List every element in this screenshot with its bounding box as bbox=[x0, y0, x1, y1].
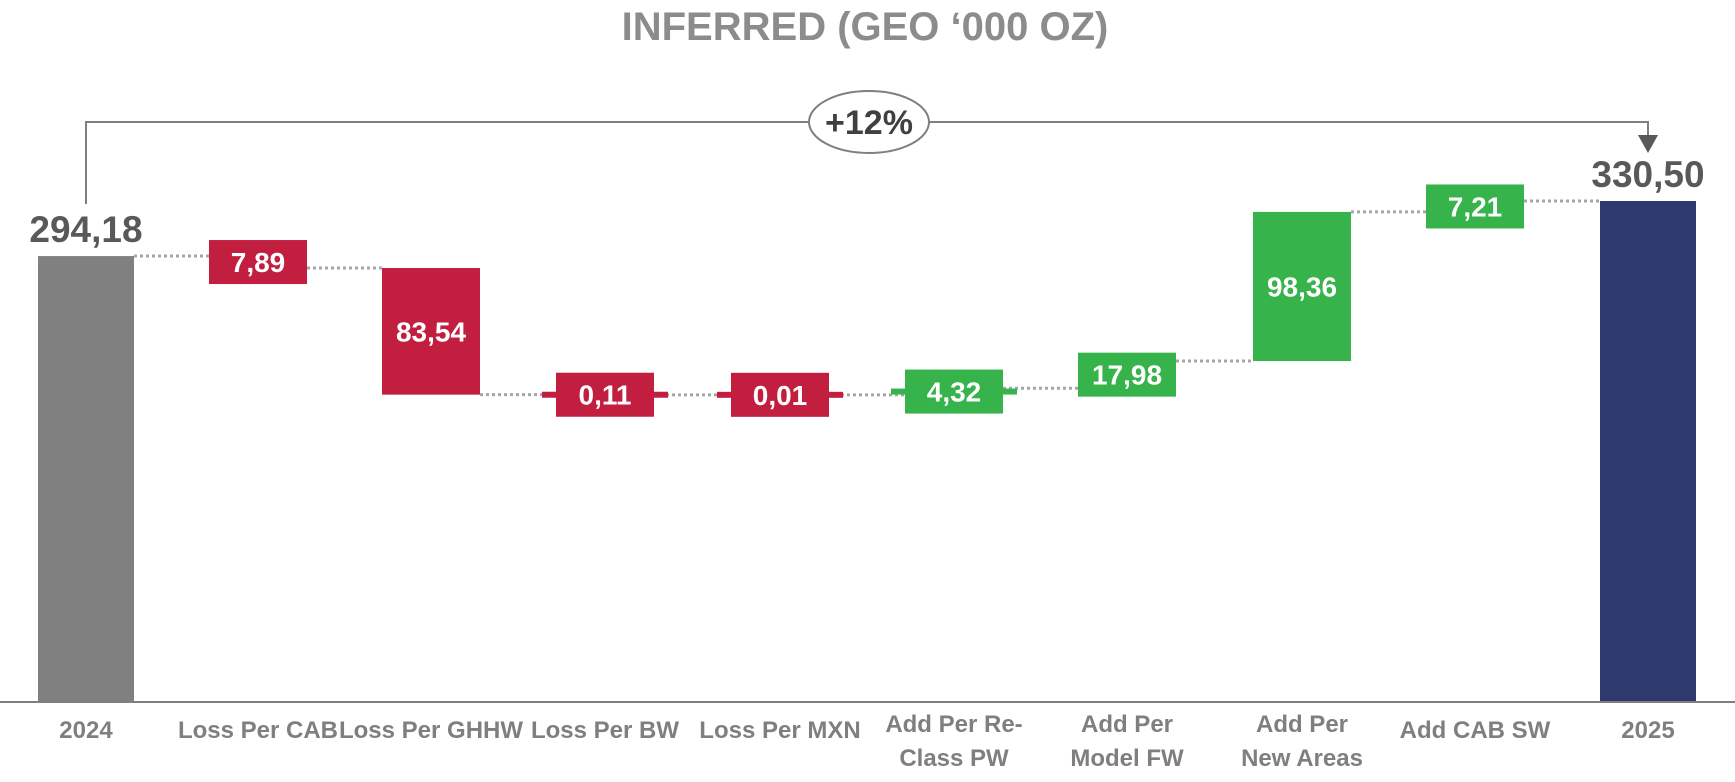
bar-gain-6 bbox=[1078, 352, 1176, 397]
bar-loss-3 bbox=[556, 372, 654, 417]
bar-labels: 294,18 7,89 83,54 0,11 0,01 4,32 17,98 98,36 7,2… bbox=[29, 154, 1704, 411]
total-label-9: 330,50 bbox=[1591, 154, 1704, 195]
category-label-8: Add CAB SW bbox=[1400, 717, 1551, 744]
category-label-1: Loss Per CAB bbox=[178, 717, 338, 744]
bar-value-label-7: 98,36 bbox=[1267, 271, 1337, 302]
change-annotation: +12% bbox=[85, 90, 1658, 205]
category-label-4: Loss Per MXN bbox=[699, 717, 860, 744]
category-label-2: Loss Per GHHW bbox=[339, 717, 523, 744]
category-label-5-line-1: Class PW bbox=[899, 745, 1009, 772]
category-label-7-line-0: Add Per bbox=[1256, 711, 1348, 738]
category-label-6-line-0: Add Per bbox=[1081, 711, 1173, 738]
bar-loss-4 bbox=[731, 372, 829, 417]
bar-loss-1 bbox=[209, 240, 307, 285]
bar-value-label-4: 0,01 bbox=[753, 380, 808, 411]
bar-value-label-8: 7,21 bbox=[1448, 191, 1503, 222]
category-labels: 2024 Loss Per CAB Loss Per GHHW Loss Per BW… bbox=[59, 711, 1674, 772]
bar-value-label-6: 17,98 bbox=[1092, 360, 1162, 391]
change-badge bbox=[808, 90, 930, 154]
connector-lines bbox=[134, 199, 1600, 397]
bar-gain-8 bbox=[1426, 184, 1524, 229]
category-label-5-line-0: Add Per Re- bbox=[885, 711, 1022, 738]
bars bbox=[38, 184, 1696, 702]
category-label-6-line-1: Model FW bbox=[1070, 745, 1184, 772]
bar-loss-2 bbox=[382, 268, 480, 395]
change-badge-text: +12% bbox=[825, 104, 913, 142]
bar-gain-7 bbox=[1253, 211, 1351, 362]
bar-start-total bbox=[38, 256, 134, 702]
change-arrow-head bbox=[1638, 135, 1658, 153]
category-label-0: 2024 bbox=[59, 717, 113, 744]
category-label-3: Loss Per BW bbox=[531, 717, 679, 744]
category-label-9: 2025 bbox=[1621, 717, 1674, 744]
chart-title: INFERRED (GEO ‘000 OZ) bbox=[622, 5, 1109, 49]
bar-value-label-1: 7,89 bbox=[231, 247, 286, 278]
bar-value-label-2: 83,54 bbox=[396, 316, 466, 347]
bar-value-label-3: 0,11 bbox=[579, 380, 632, 411]
bar-end-total bbox=[1600, 201, 1696, 702]
bar-gain-5 bbox=[905, 369, 1003, 414]
category-label-7-line-1: New Areas bbox=[1241, 745, 1363, 772]
bar-value-label-5: 4,32 bbox=[927, 377, 982, 408]
total-label-0: 294,18 bbox=[29, 209, 142, 250]
